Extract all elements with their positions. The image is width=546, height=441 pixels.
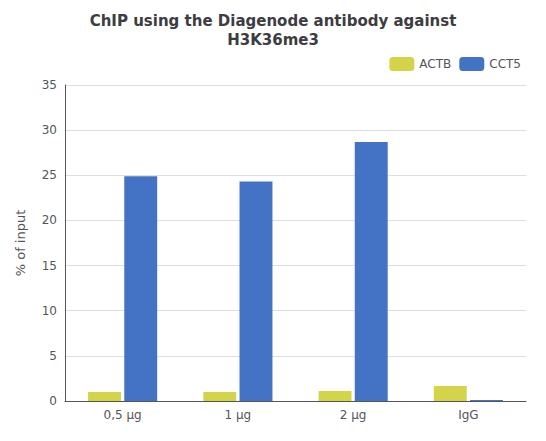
svg-text:2 μg: 2 μg — [340, 408, 367, 422]
svg-text:ACTB: ACTB — [419, 57, 451, 71]
svg-text:% of input: % of input — [13, 210, 28, 277]
svg-text:15: 15 — [42, 259, 57, 273]
svg-text:0,5 μg: 0,5 μg — [104, 408, 142, 422]
svg-text:CCT5: CCT5 — [489, 57, 521, 71]
svg-text:25: 25 — [42, 168, 57, 182]
svg-text:20: 20 — [42, 213, 57, 227]
svg-text:IgG: IgG — [458, 408, 478, 422]
svg-text:H3K36me3: H3K36me3 — [227, 31, 319, 49]
svg-text:10: 10 — [42, 304, 57, 318]
svg-text:0: 0 — [49, 394, 57, 408]
svg-text:30: 30 — [42, 123, 57, 137]
svg-text:1 μg: 1 μg — [225, 408, 252, 422]
svg-text:35: 35 — [42, 78, 57, 92]
svg-text:5: 5 — [49, 349, 57, 363]
svg-text:ChIP using the Diagenode antib: ChIP using the Diagenode antibody agains… — [90, 12, 457, 30]
